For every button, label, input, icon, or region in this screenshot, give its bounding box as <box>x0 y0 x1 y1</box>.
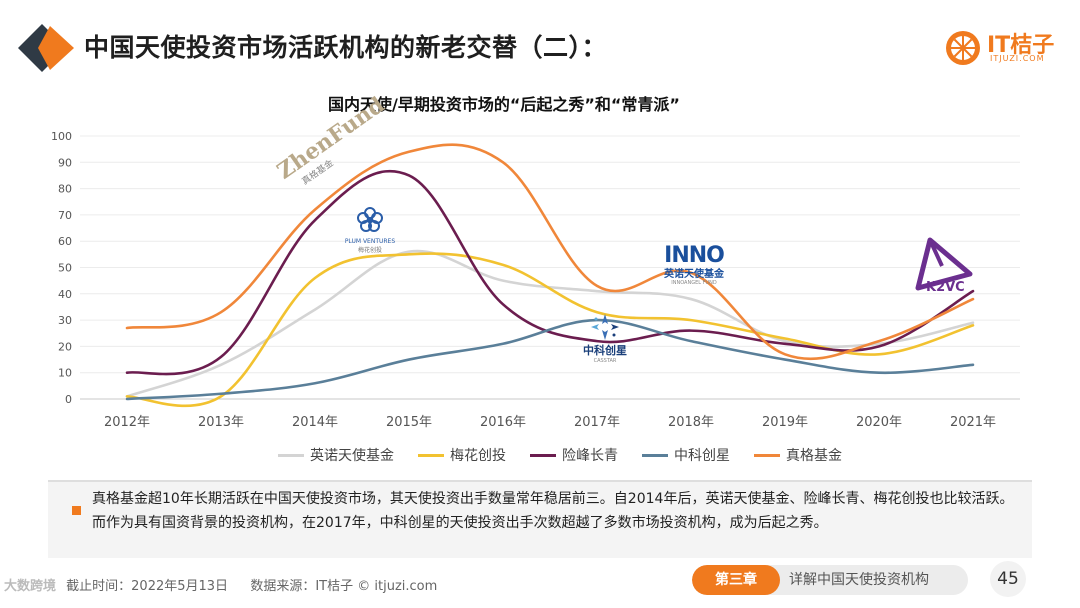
legend-label: 险峰长青 <box>562 448 618 464</box>
chart-title: 国内天使/早期投资市场的“后起之秀”和“常青派” <box>328 95 680 114</box>
y-tick-label: 80 <box>58 183 72 196</box>
x-tick-label: 2021年 <box>950 415 996 430</box>
legend-label: 中科创星 <box>674 448 730 464</box>
footer-source: 数据来源：IT桔子 © itjuzi.com <box>250 579 438 594</box>
inno-logo-sub: 英诺天使基金 <box>664 269 724 280</box>
plum-ventures-logo-text: PLUM VENTURES <box>344 238 396 245</box>
y-tick-label: 100 <box>51 130 72 143</box>
watermark: 大数跨境 <box>4 579 57 594</box>
y-tick-label: 90 <box>58 156 72 169</box>
legend-item-inno: 英诺天使基金 <box>278 445 394 465</box>
y-tick-label: 50 <box>58 262 72 275</box>
y-tick-label: 0 <box>65 393 72 406</box>
casstar-logo: 中科创星 CASSTAR <box>570 312 640 364</box>
page-title: 中国天使投资市场活跃机构的新老交替（二）： <box>84 33 608 62</box>
legend-swatch <box>278 453 304 457</box>
chapter-title: 详解中国天使投资机构 <box>789 572 929 588</box>
orange-diamond-icon <box>18 24 74 72</box>
inno-logo-sub2: INNOANGEL FUND <box>671 280 717 286</box>
legend-swatch <box>754 453 780 457</box>
series-line-0 <box>125 249 975 398</box>
orange-slice-icon <box>946 31 980 65</box>
k2vc-triangle-icon <box>915 237 973 291</box>
x-tick-label: 2012年 <box>104 415 150 430</box>
y-tick-label: 30 <box>58 314 72 327</box>
x-tick-label: 2019年 <box>762 415 808 430</box>
footer-date: 截止时间：2022年5月13日 <box>66 579 229 594</box>
k2vc-logo: K2VC <box>912 236 976 300</box>
legend-swatch <box>530 453 556 457</box>
inno-logo: INNO 英诺天使基金 INNOANGEL FUND <box>654 243 734 286</box>
plum-flower-icon <box>357 207 383 232</box>
legend-label: 英诺天使基金 <box>310 448 394 464</box>
casstar-logo-text: 中科创星 <box>583 344 627 357</box>
note-box: 真格基金超10年长期活跃在中国天使投资市场，其天使投资出手数量常年稳居前三。自2… <box>48 480 1032 558</box>
note-text: 真格基金超10年长期活跃在中国天使投资市场，其天使投资出手数量常年稳居前三。自2… <box>92 491 1014 531</box>
y-tick-label: 70 <box>58 209 72 222</box>
x-tick-label: 2015年 <box>386 415 432 430</box>
x-tick-label: 2013年 <box>198 415 244 430</box>
series-line-3 <box>125 318 975 401</box>
line-chart: 0 10 20 30 40 50 60 70 80 90 100 2012年 2013年 2014年 20… <box>51 130 1020 430</box>
logo-domain: ITJUZI.COM <box>990 54 1045 63</box>
k2vc-logo-text: K2VC <box>926 280 965 295</box>
series-line-2 <box>125 169 975 376</box>
plum-ventures-logo: PLUM VENTURES 梅花创投 <box>338 206 402 254</box>
legend-item-zhenfund: 真格基金 <box>754 445 842 465</box>
casstar-logo-sub: CASSTAR <box>593 358 617 364</box>
x-tick-label: 2018年 <box>668 415 714 430</box>
plum-ventures-logo-sub: 梅花创投 <box>357 247 382 254</box>
casstar-star-icon <box>591 314 619 340</box>
itjuzi-logo: IT桔子 ITJUZI.COM <box>944 27 1056 67</box>
y-tick-label: 60 <box>58 235 72 248</box>
legend-swatch <box>642 453 668 457</box>
y-tick-label: 10 <box>58 367 72 380</box>
page-number: 45 <box>990 561 1026 597</box>
legend-swatch <box>418 453 444 457</box>
legend-label: 梅花创投 <box>450 448 506 464</box>
legend-item-casstar: 中科创星 <box>642 445 730 465</box>
chapter-nav[interactable]: 第三章 详解中国天使投资机构 <box>692 565 968 595</box>
x-tick-label: 2014年 <box>292 415 338 430</box>
bullet-square-icon <box>72 506 81 515</box>
inno-logo-text: INNO <box>664 243 725 268</box>
y-tick-label: 20 <box>58 340 72 353</box>
chapter-badge[interactable]: 第三章 <box>692 565 780 595</box>
legend-label: 真格基金 <box>786 448 842 464</box>
x-tick-label: 2017年 <box>574 415 620 430</box>
legend-item-plum: 梅花创投 <box>418 445 506 465</box>
footer-info: 大数跨境 截止时间：2022年5月13日 数据来源：IT桔子 © itjuzi.… <box>4 575 437 594</box>
x-tick-label: 2020年 <box>856 415 902 430</box>
y-tick-label: 40 <box>58 288 72 301</box>
series-line-4 <box>125 143 975 361</box>
legend-item-k2vc: 险峰长青 <box>530 445 618 465</box>
logo-name: IT桔子 <box>987 33 1055 58</box>
chart-legend: 英诺天使基金 梅花创投 险峰长青 中科创星 真格基金 <box>278 445 842 465</box>
x-tick-label: 2016年 <box>480 415 526 430</box>
